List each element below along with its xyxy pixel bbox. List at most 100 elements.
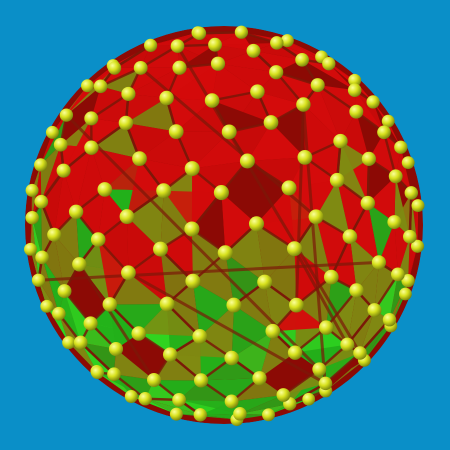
polyhedron-face xyxy=(138,304,200,337)
vertex-sphere xyxy=(312,362,327,377)
polyhedron-face xyxy=(256,187,295,249)
vertex-sphere xyxy=(246,43,261,58)
polyhedron-edge xyxy=(140,45,179,69)
polyhedron-face xyxy=(98,239,129,305)
vertex-sphere xyxy=(90,232,106,247)
polyhedron-face xyxy=(276,72,318,105)
vertex-sphere xyxy=(131,326,146,341)
polyhedron-edge xyxy=(78,263,156,381)
vertex-sphere xyxy=(83,316,98,331)
polyhedron-face xyxy=(150,32,200,46)
vertex-sphere xyxy=(168,124,184,139)
polyhedron-face xyxy=(201,358,260,381)
vertex-sphere xyxy=(224,394,239,409)
vertex-sphere xyxy=(119,209,135,225)
polyhedron-face xyxy=(271,104,305,158)
polyhedron-face xyxy=(264,248,297,306)
polyhedron-face xyxy=(54,234,80,292)
vertex-sphere xyxy=(53,137,68,152)
polyhedron-face xyxy=(317,85,357,142)
vertex-sphere xyxy=(371,255,386,270)
polyhedron-face xyxy=(64,291,91,343)
polyhedron-face xyxy=(276,59,318,86)
polyhedron-face xyxy=(139,158,193,191)
polyhedron-face xyxy=(247,157,305,188)
polyhedron-face xyxy=(76,147,105,212)
polyhedron-face xyxy=(177,33,216,47)
polyhedron-edge xyxy=(373,273,399,311)
vertex-sphere xyxy=(410,239,425,253)
vertex-sphere xyxy=(361,151,376,166)
vertex-sphere xyxy=(387,215,402,230)
polyhedron-face xyxy=(154,354,202,381)
polyhedron-edge xyxy=(190,191,223,230)
polyhedron-face xyxy=(326,290,357,345)
vertex-sphere xyxy=(52,306,66,321)
polyhedron-face xyxy=(337,141,368,204)
polyhedron-face xyxy=(253,50,303,73)
polyhedron-face xyxy=(395,147,412,193)
vertex-sphere xyxy=(47,227,62,242)
polyhedron-edge xyxy=(79,341,115,376)
vertex-sphere xyxy=(234,25,249,39)
vertex-sphere xyxy=(233,407,247,421)
vertex-sphere xyxy=(248,216,265,232)
vertex-sphere xyxy=(347,83,362,97)
vertex-sphere xyxy=(289,297,304,313)
polyhedron-face xyxy=(160,190,192,250)
vertex-sphere xyxy=(224,350,239,366)
polyhedron-face xyxy=(360,319,390,361)
polyhedron-face xyxy=(91,123,140,159)
vertex-sphere xyxy=(34,158,48,172)
polyhedron-face xyxy=(42,257,65,314)
vertex-sphere xyxy=(340,337,355,352)
vertex-sphere xyxy=(281,180,297,196)
vertex-sphere xyxy=(57,284,72,299)
polyhedron-face xyxy=(192,281,234,337)
vertex-sphere xyxy=(367,303,382,318)
polyhedron-edge xyxy=(317,84,357,113)
vertex-sphere xyxy=(138,392,152,406)
vertex-sphere xyxy=(377,125,391,140)
polyhedron-edge xyxy=(324,352,361,385)
vertex-sphere xyxy=(102,297,118,312)
polyhedron-face xyxy=(41,144,64,202)
polyhedron-face xyxy=(201,378,260,402)
polyhedron-edge xyxy=(100,66,142,88)
polyhedron-face xyxy=(40,144,61,202)
vertex-sphere xyxy=(250,84,265,99)
vertex-sphere xyxy=(329,172,345,188)
vertex-sphere xyxy=(360,195,375,211)
vertex-sphere xyxy=(252,371,267,386)
polyhedron-face xyxy=(179,399,240,414)
polyhedron-face xyxy=(160,228,193,282)
polyhedron-face xyxy=(52,109,70,133)
polyhedron-face xyxy=(303,85,341,142)
vertex-sphere xyxy=(25,211,39,225)
polyhedron-face xyxy=(337,180,368,237)
vertex-sphere xyxy=(217,245,233,261)
vertex-sphere xyxy=(349,104,364,119)
vertex-sphere xyxy=(310,78,325,93)
polyhedron-face xyxy=(257,72,304,105)
vertex-sphere xyxy=(280,34,294,48)
polyhedron-face xyxy=(97,372,132,397)
polyhedron-face xyxy=(125,123,177,159)
vertex-sphere xyxy=(302,392,316,406)
polyhedron-face xyxy=(221,192,257,253)
polyhedron-edge xyxy=(255,222,296,250)
vertex-sphere xyxy=(257,274,273,290)
vertex-sphere xyxy=(172,393,186,407)
vertex-sphere xyxy=(84,140,99,155)
polyhedron-face xyxy=(229,122,272,161)
polyhedron-face xyxy=(289,157,317,217)
polyhedron-face xyxy=(192,160,248,193)
vertex-sphere xyxy=(403,229,417,244)
polyhedron-face xyxy=(212,100,272,132)
polyhedron-edge xyxy=(325,289,358,329)
polyhedron-face xyxy=(218,50,277,73)
polyhedron-face xyxy=(241,32,277,51)
vertex-sphere xyxy=(93,79,108,94)
vertex-sphere xyxy=(97,182,113,197)
vertex-sphere xyxy=(239,153,255,169)
